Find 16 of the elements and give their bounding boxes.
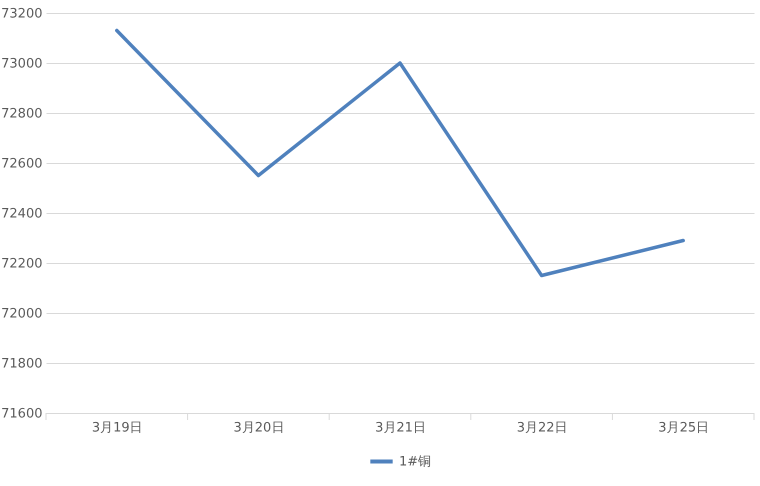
x-tick-label: 3月21日 bbox=[375, 420, 426, 436]
y-tick-label: 72200 bbox=[1, 256, 42, 272]
y-tick-label: 72000 bbox=[1, 306, 42, 322]
x-tick-label: 3月22日 bbox=[516, 420, 568, 436]
y-tick-label: 73000 bbox=[1, 56, 42, 72]
y-tick-label: 71800 bbox=[1, 356, 42, 372]
x-tick-label: 3月20日 bbox=[233, 420, 284, 436]
x-tick-label: 3月19日 bbox=[92, 420, 143, 436]
y-tick-label: 72400 bbox=[1, 206, 42, 222]
y-tick-label: 73200 bbox=[1, 6, 42, 22]
y-tick-label: 71600 bbox=[1, 406, 42, 422]
y-tick-label: 72600 bbox=[1, 156, 42, 172]
x-tick-label: 3月25日 bbox=[658, 420, 710, 436]
line-series bbox=[115, 28, 685, 278]
y-tick-label: 72800 bbox=[1, 106, 42, 122]
legend-label: 1#铜 bbox=[399, 454, 432, 470]
